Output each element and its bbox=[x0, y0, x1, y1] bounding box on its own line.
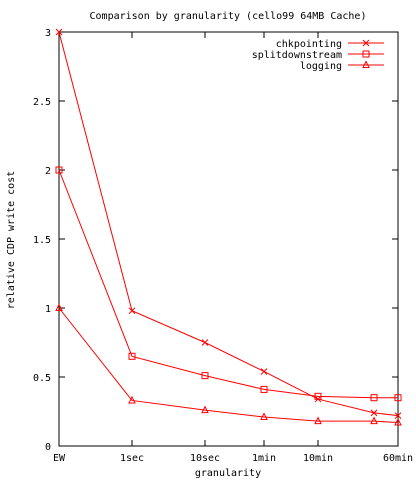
legend-label-chkpointing: chkpointing bbox=[276, 39, 342, 50]
x-tick-label: 60min bbox=[383, 453, 413, 464]
legend-marker-chkpointing bbox=[362, 39, 370, 47]
y-tick-label: 1 bbox=[45, 304, 51, 315]
data-point-splitdownstream bbox=[128, 352, 136, 360]
x-tick-label: 10min bbox=[303, 453, 333, 464]
data-point-chkpointing bbox=[128, 307, 136, 315]
data-point-chkpointing bbox=[260, 368, 268, 375]
data-point-logging bbox=[201, 405, 209, 414]
x-tick-label: EW bbox=[53, 453, 66, 464]
data-point-logging bbox=[260, 412, 268, 421]
data-point-chkpointing bbox=[394, 412, 402, 419]
data-point-chkpointing bbox=[370, 409, 378, 417]
y-axis-label: relative CDP write cost bbox=[6, 171, 17, 309]
chart-title: Comparison by granularity (cello99 64MB … bbox=[90, 11, 367, 22]
data-point-splitdownstream bbox=[201, 372, 209, 380]
x-tick-label: 10sec bbox=[190, 453, 220, 464]
data-point-chkpointing bbox=[55, 28, 63, 36]
y-tick-label: 3 bbox=[45, 28, 51, 39]
y-tick-label: 0 bbox=[45, 442, 51, 453]
data-point-splitdownstream bbox=[260, 385, 268, 393]
legend-marker-splitdownstream bbox=[362, 50, 370, 58]
data-point-logging bbox=[55, 303, 63, 311]
x-ticks: EW 1sec 10sec 1min 10min 60min bbox=[53, 32, 413, 464]
series-line-chkpointing bbox=[58, 31, 399, 417]
x-tick-label: 1sec bbox=[120, 453, 144, 464]
data-point-logging bbox=[394, 417, 402, 426]
legend-label-splitdownstream: splitdownstream bbox=[252, 50, 342, 61]
data-point-splitdownstream bbox=[55, 166, 63, 174]
data-point-splitdownstream bbox=[370, 394, 378, 402]
data-point-logging bbox=[370, 416, 378, 425]
data-point-splitdownstream bbox=[314, 392, 322, 400]
legend-label-logging: logging bbox=[300, 61, 342, 72]
plot-frame bbox=[58, 31, 399, 447]
y-tick-label: 0.5 bbox=[33, 373, 51, 384]
data-point-chkpointing bbox=[201, 339, 209, 346]
data-point-splitdownstream bbox=[394, 394, 402, 402]
y-tick-label: 1.5 bbox=[33, 235, 51, 246]
data-point-logging bbox=[314, 416, 322, 425]
data-point-logging bbox=[128, 395, 136, 404]
legend-marker-logging bbox=[362, 60, 370, 68]
y-tick-label: 2.5 bbox=[33, 97, 51, 108]
y-ticks: 0 0.5 1 1.5 2 2.5 3 bbox=[33, 28, 398, 453]
series-layer bbox=[55, 28, 402, 426]
series-line-logging bbox=[58, 307, 399, 424]
x-axis-label: granularity bbox=[195, 468, 261, 479]
y-tick-label: 2 bbox=[45, 166, 51, 177]
x-tick-label: 1min bbox=[252, 453, 276, 464]
series-line-splitdownstream bbox=[58, 169, 398, 399]
